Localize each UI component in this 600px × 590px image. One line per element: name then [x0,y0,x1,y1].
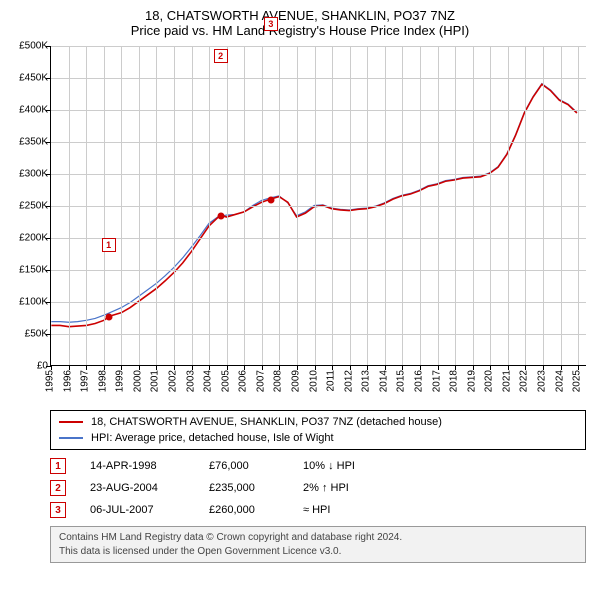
x-tick-label: 2004 [203,370,214,392]
footer-line2: This data is licensed under the Open Gov… [59,545,577,559]
y-tick-label: £150K [19,265,48,276]
x-tick-label: 2013 [361,370,372,392]
y-tick-label: £250K [19,201,48,212]
x-axis-labels: 1995199619971998199920002001200220032004… [50,366,586,406]
y-tick-label: £300K [19,169,48,180]
sales-row: 1 14-APR-1998 £76,000 10% ↓ HPI [50,458,592,474]
sale-marker: 2 [214,49,228,63]
x-tick-label: 2007 [255,370,266,392]
sales-row-price: £76,000 [209,460,279,472]
sales-row-date: 23-AUG-2004 [90,482,185,494]
x-tick-label: 1998 [97,370,108,392]
y-tick-label: £400K [19,105,48,116]
x-tick-label: 2001 [150,370,161,392]
x-tick-label: 2008 [273,370,284,392]
x-tick-label: 1999 [115,370,126,392]
x-tick-label: 2014 [378,370,389,392]
sales-row-marker: 3 [50,502,66,518]
sales-row-price: £260,000 [209,504,279,516]
x-tick-label: 2015 [396,370,407,392]
sale-marker: 1 [102,238,116,252]
x-tick-label: 2000 [132,370,143,392]
sales-row: 2 23-AUG-2004 £235,000 2% ↑ HPI [50,480,592,496]
sale-point-dot [267,196,274,203]
y-tick-label: £350K [19,137,48,148]
plot-area: 123 [50,46,586,366]
x-tick-label: 2025 [572,370,583,392]
chart-subtitle: Price paid vs. HM Land Registry's House … [8,23,592,38]
x-tick-label: 1997 [80,370,91,392]
x-tick-label: 2005 [220,370,231,392]
x-tick-label: 2012 [343,370,354,392]
x-tick-label: 2020 [484,370,495,392]
y-tick-label: £200K [19,233,48,244]
sales-row-marker: 2 [50,480,66,496]
footer-line1: Contains HM Land Registry data © Crown c… [59,531,577,545]
sale-point-dot [105,314,112,321]
sales-row-date: 06-JUL-2007 [90,504,185,516]
sales-row-diff: ≈ HPI [303,504,393,516]
footer-attribution: Contains HM Land Registry data © Crown c… [50,526,586,563]
legend-swatch [59,437,83,439]
y-tick-label: £500K [19,41,48,52]
x-tick-label: 2023 [537,370,548,392]
x-tick-label: 2016 [414,370,425,392]
x-tick-label: 2010 [308,370,319,392]
sale-point-dot [217,212,224,219]
y-axis-labels: £0£50K£100K£150K£200K£250K£300K£350K£400… [8,46,50,366]
sales-row-diff: 2% ↑ HPI [303,482,393,494]
x-tick-label: 2024 [554,370,565,392]
chart-area: £0£50K£100K£150K£200K£250K£300K£350K£400… [8,46,592,406]
legend-row: HPI: Average price, detached house, Isle… [59,430,577,446]
x-tick-label: 2021 [501,370,512,392]
legend-label: HPI: Average price, detached house, Isle… [91,430,334,446]
sales-row-marker: 1 [50,458,66,474]
x-tick-label: 2018 [449,370,460,392]
x-tick-label: 2006 [238,370,249,392]
sales-row: 3 06-JUL-2007 £260,000 ≈ HPI [50,502,592,518]
x-tick-label: 2017 [431,370,442,392]
x-tick-label: 2009 [291,370,302,392]
y-tick-label: £100K [19,297,48,308]
legend-swatch [59,421,83,423]
x-tick-label: 2011 [326,370,337,392]
x-tick-label: 1996 [62,370,73,392]
sales-row-diff: 10% ↓ HPI [303,460,393,472]
legend-label: 18, CHATSWORTH AVENUE, SHANKLIN, PO37 7N… [91,414,442,430]
sales-row-date: 14-APR-1998 [90,460,185,472]
x-tick-label: 1995 [45,370,56,392]
x-tick-label: 2019 [466,370,477,392]
chart-title: 18, CHATSWORTH AVENUE, SHANKLIN, PO37 7N… [8,8,592,23]
x-tick-label: 2022 [519,370,530,392]
y-tick-label: £50K [25,329,48,340]
x-tick-label: 2002 [168,370,179,392]
sales-row-price: £235,000 [209,482,279,494]
legend-box: 18, CHATSWORTH AVENUE, SHANKLIN, PO37 7N… [50,410,586,450]
sales-table: 1 14-APR-1998 £76,000 10% ↓ HPI 2 23-AUG-2004… [50,458,592,518]
legend-row: 18, CHATSWORTH AVENUE, SHANKLIN, PO37 7N… [59,414,577,430]
y-tick-label: £450K [19,73,48,84]
sale-marker: 3 [264,17,278,31]
x-tick-label: 2003 [185,370,196,392]
